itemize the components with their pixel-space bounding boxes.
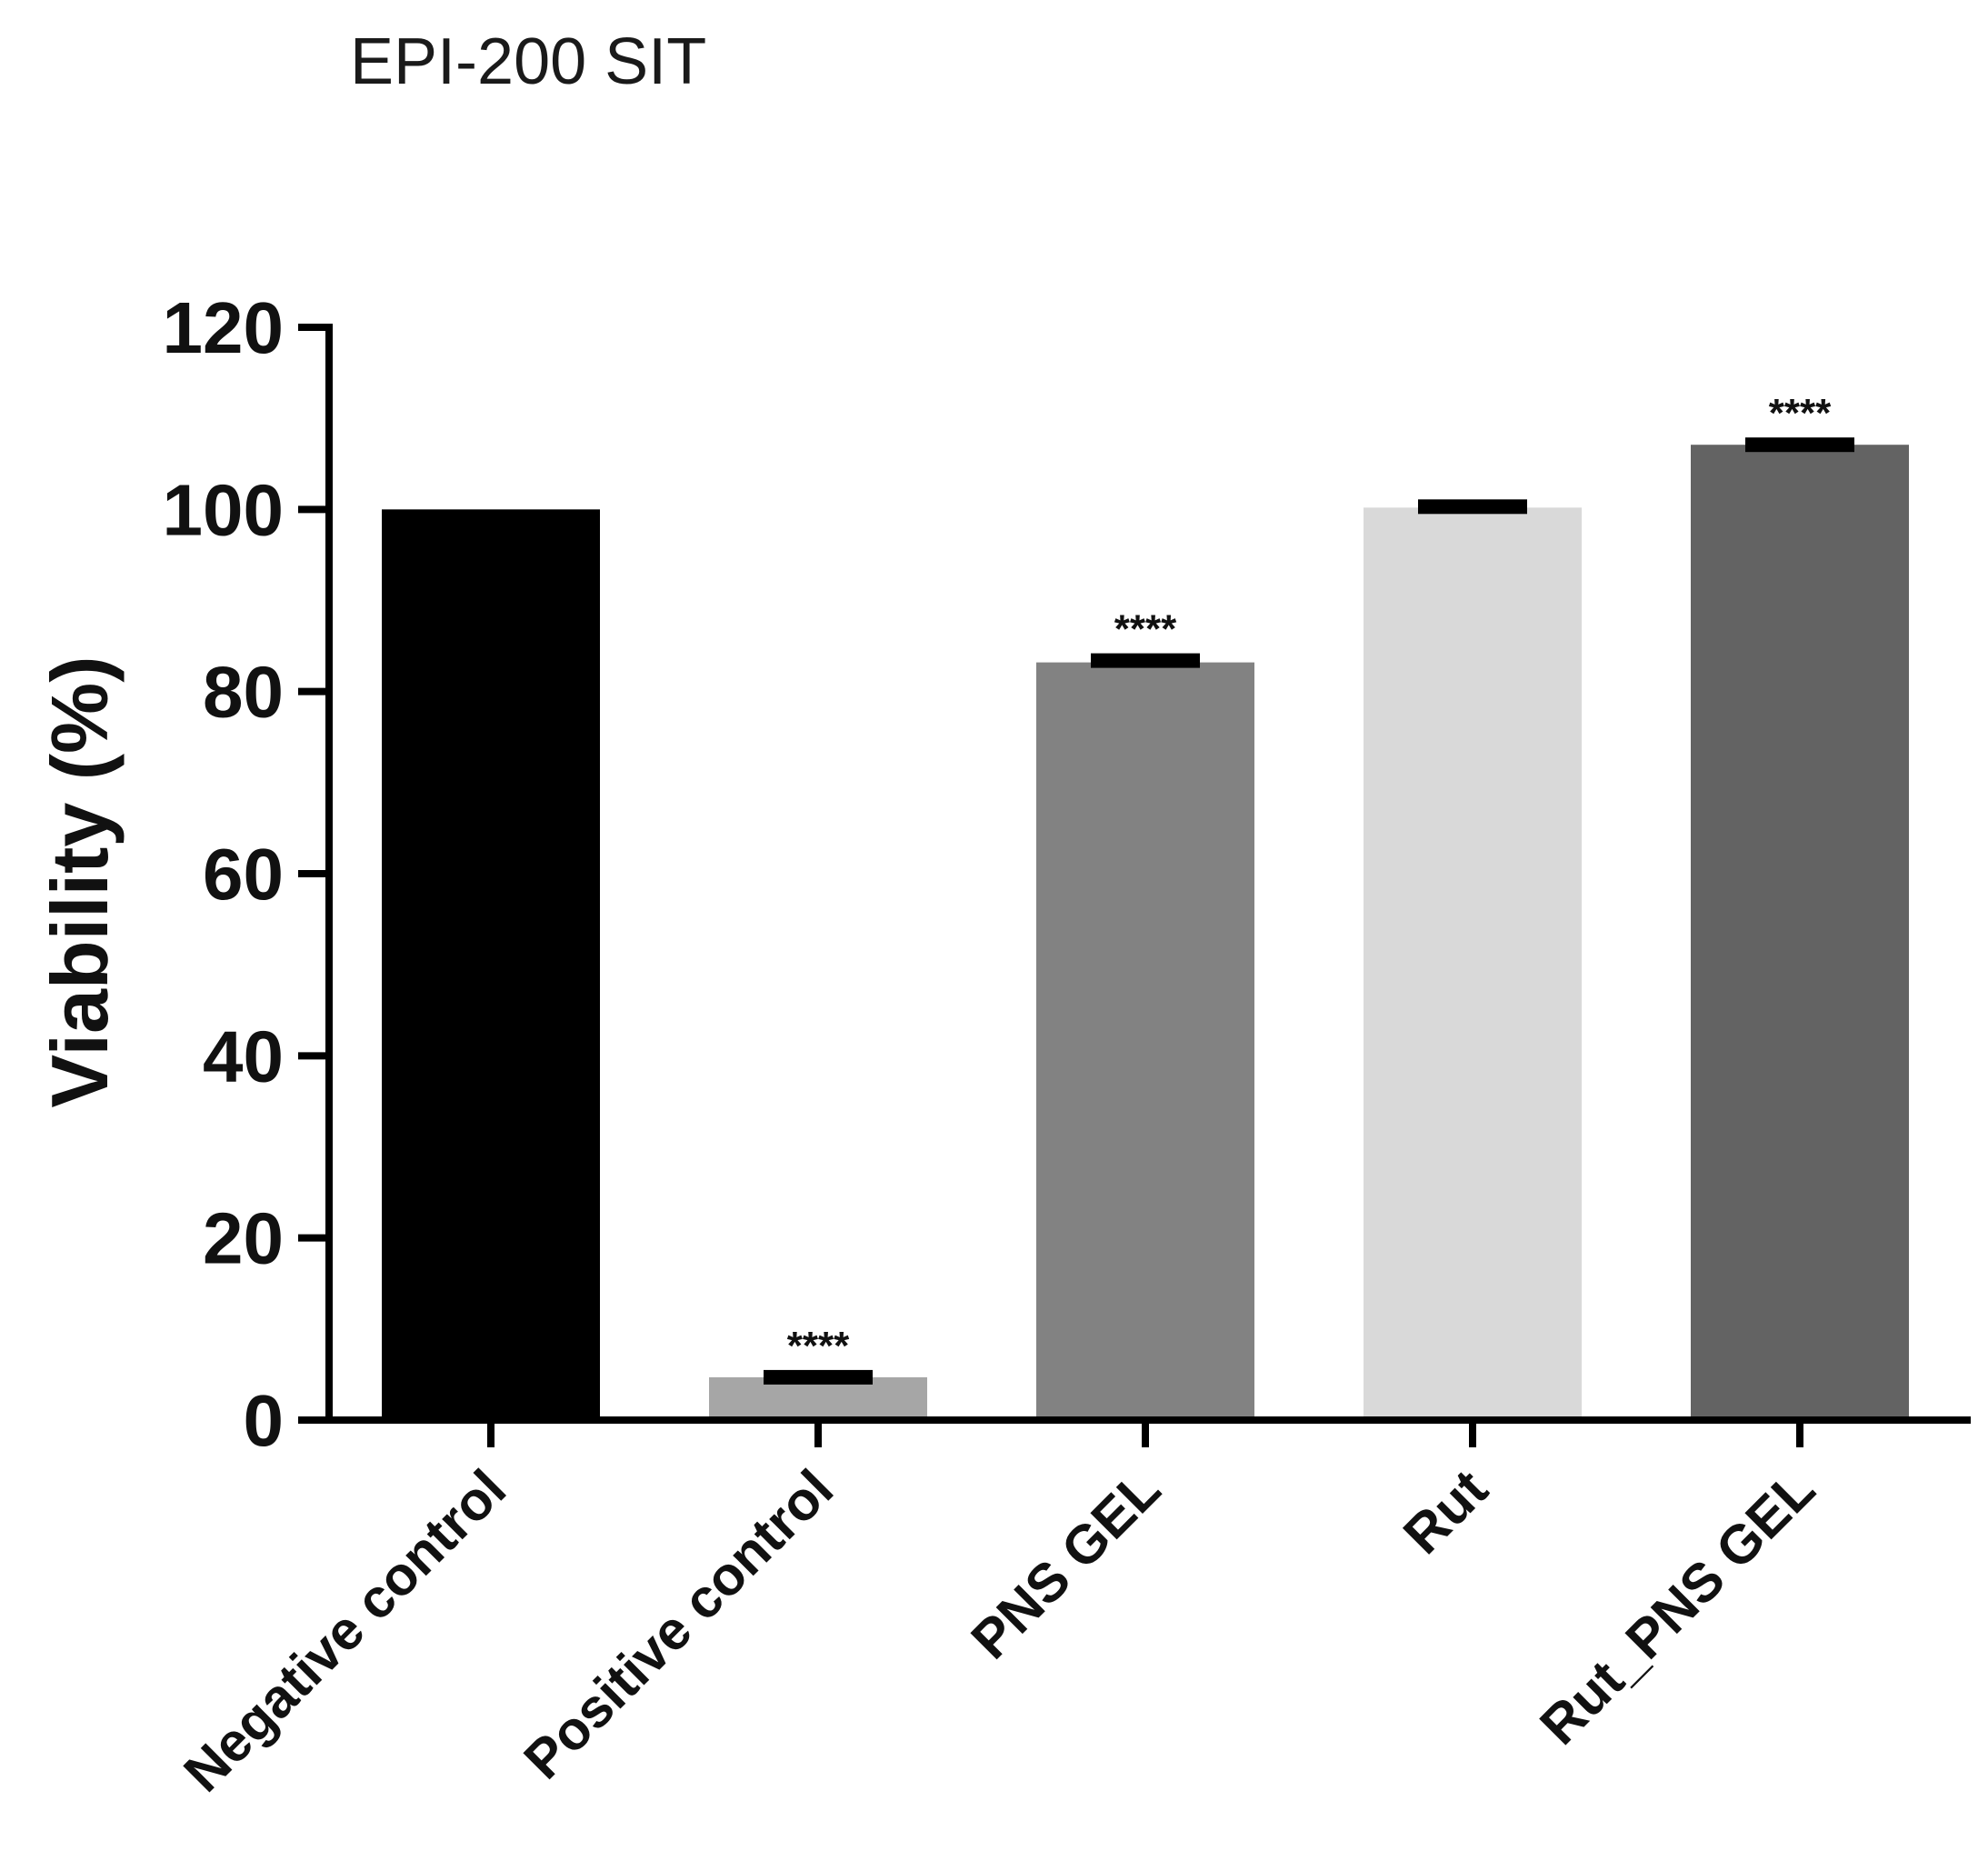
error-bar-4 (1745, 437, 1854, 453)
bar-4 (1691, 445, 1909, 1421)
significance-label-2: **** (1114, 607, 1177, 652)
error-bar-3 (1418, 499, 1527, 515)
significance-label-4: **** (1769, 391, 1832, 435)
y-tick-label-1: 20 (203, 1198, 284, 1279)
y-ticks-group: 0 20 40 60 80 100 120 (163, 287, 329, 1461)
error-bar-2 (1091, 653, 1200, 668)
bar-2 (1036, 662, 1254, 1420)
y-tick-label-5: 100 (163, 469, 284, 550)
x-tick-label-1: Positive control (513, 1458, 845, 1791)
significance-label-1: **** (787, 1324, 850, 1368)
bar-3 (1364, 507, 1582, 1420)
error-bar-1 (764, 1369, 873, 1385)
chart-title: EPI-200 SIT (350, 25, 706, 98)
y-tick-label-0: 0 (244, 1380, 285, 1461)
x-tick-label-4: Rut_PNS GEL (1528, 1458, 1826, 1756)
bar-0 (382, 509, 600, 1420)
significance-group: **** **** **** (787, 391, 1832, 1368)
y-tick-label-4: 80 (203, 652, 284, 733)
bars-group (382, 445, 1909, 1421)
y-tick-label-6: 120 (163, 287, 284, 368)
y-tick-label-3: 60 (203, 834, 284, 915)
x-tick-label-3: Rut (1392, 1458, 1499, 1566)
y-tick-label-2: 40 (203, 1016, 284, 1096)
y-axis-label: Viability (%) (35, 655, 125, 1107)
error-bars-group (764, 437, 1854, 1385)
x-tick-label-0: Negative control (172, 1458, 517, 1804)
x-tick-label-2: PNS GEL (960, 1458, 1173, 1671)
